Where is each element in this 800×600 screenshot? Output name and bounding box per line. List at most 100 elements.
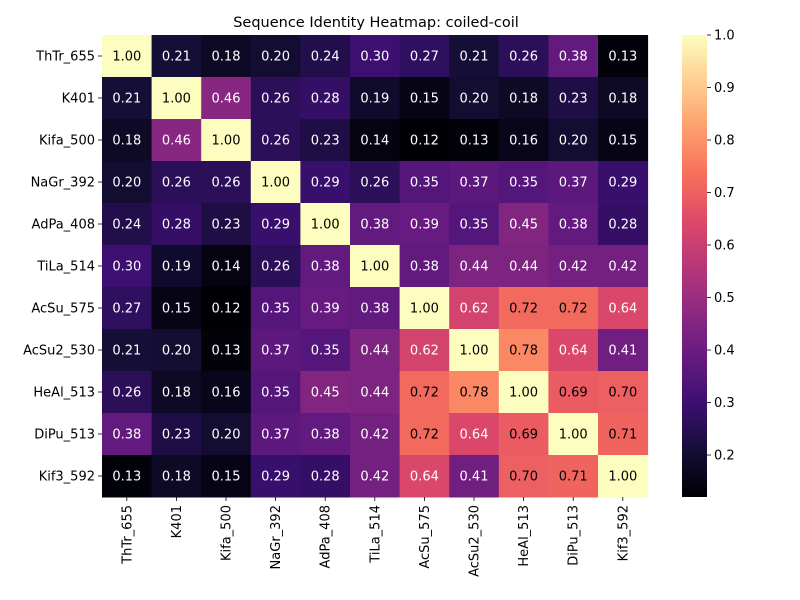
heatmap-cell	[449, 245, 500, 288]
cell-value-label: 0.38	[311, 428, 340, 443]
cell-value-label: 1.00	[410, 302, 439, 317]
colorbar-tick-label: 0.3	[714, 396, 735, 411]
cell-value-label: 0.70	[608, 386, 637, 401]
heatmap-cell	[449, 161, 500, 204]
cell-value-label: 1.00	[559, 428, 588, 443]
heatmap-cell	[548, 287, 599, 330]
heatmap-cell	[250, 287, 301, 330]
cell-value-label: 0.38	[112, 428, 141, 443]
heatmap-cell	[350, 413, 401, 456]
cell-value-label: 0.38	[410, 260, 439, 275]
heatmap-cell	[449, 329, 500, 372]
cell-value-label: 0.29	[608, 176, 637, 191]
heatmap-cell	[102, 35, 153, 78]
cell-value-label: 0.18	[162, 470, 191, 485]
cell-value-label: 0.15	[410, 92, 439, 107]
heatmap-cell	[498, 161, 549, 204]
heatmap-cell	[399, 371, 450, 414]
heatmap-cell	[399, 119, 450, 162]
x-axis: ThTr_655 K401 Kifa_500 NaGr_392 AdPa_408 TiLa…	[120, 497, 631, 577]
cell-value-label: 0.42	[360, 470, 389, 485]
cell-value-label: 0.35	[410, 176, 439, 191]
y-tick-label: DiPu_513	[34, 428, 95, 443]
heatmap-cell	[151, 35, 202, 78]
cell-value-label: 0.28	[162, 218, 191, 233]
heatmap-cell	[598, 287, 649, 330]
cell-value-label: 0.20	[112, 176, 141, 191]
colorbar-tick-label: 0.4	[714, 344, 735, 359]
heatmap-cell	[449, 203, 500, 246]
cell-value-label: 0.29	[261, 470, 290, 485]
cell-value-label: 0.19	[360, 92, 389, 107]
x-tick-label: AdPa_408	[319, 505, 334, 568]
cell-value-label: 0.71	[559, 470, 588, 485]
cell-value-label: 0.42	[559, 260, 588, 275]
heatmap-cell	[300, 119, 351, 162]
heatmap-cell	[498, 35, 549, 78]
heatmap-cell	[250, 455, 301, 498]
cell-value-label: 0.18	[162, 386, 191, 401]
cell-value-label: 0.26	[212, 176, 241, 191]
heatmap-cell	[449, 371, 500, 414]
cell-value-label: 0.21	[460, 50, 489, 65]
x-tick-label: DiPu_513	[567, 505, 582, 566]
heatmap-cell	[399, 329, 450, 372]
heatmap-cell	[300, 329, 351, 372]
heatmap-cell	[300, 203, 351, 246]
cell-value-label: 1.00	[608, 470, 637, 485]
heatmap-cell	[449, 455, 500, 498]
cell-value-label: 0.26	[112, 386, 141, 401]
cell-value-label: 0.18	[212, 50, 241, 65]
heatmap-cell	[449, 35, 500, 78]
heatmap-cell	[548, 455, 599, 498]
cell-value-label: 0.26	[162, 176, 191, 191]
colorbar-ticks: 0.2 0.3 0.4 0.5 0.6 0.7 0.8 0.9 1.0	[707, 29, 735, 464]
colorbar-tick-label: 0.7	[714, 186, 735, 201]
heatmap-cell	[350, 371, 401, 414]
cell-value-label: 0.21	[112, 92, 141, 107]
heatmap-cell	[151, 413, 202, 456]
cell-value-label: 0.15	[608, 134, 637, 149]
cell-value-label: 0.37	[261, 344, 290, 359]
heatmap-cell	[102, 329, 153, 372]
cell-value-label: 0.39	[311, 302, 340, 317]
heatmap-cell	[350, 245, 401, 288]
y-tick-label: HeAl_513	[33, 386, 95, 401]
heatmap-cell	[449, 119, 500, 162]
heatmap-cell	[201, 329, 252, 372]
cell-value-label: 0.41	[460, 470, 489, 485]
cell-value-label: 0.13	[460, 134, 489, 149]
cell-value-label: 0.37	[261, 428, 290, 443]
cell-value-label: 0.62	[460, 302, 489, 317]
heatmap-cell	[201, 455, 252, 498]
heatmap-cell	[250, 413, 301, 456]
heatmap-cell	[350, 161, 401, 204]
cell-value-label: 0.64	[460, 428, 489, 443]
y-tick-label: AcSu_575	[31, 302, 95, 317]
heatmap-cell	[598, 329, 649, 372]
cell-value-label: 0.42	[608, 260, 637, 275]
cell-value-label: 0.38	[360, 302, 389, 317]
cell-value-label: 0.26	[261, 92, 290, 107]
cell-value-label: 0.28	[311, 92, 340, 107]
heatmap-cell	[498, 287, 549, 330]
cell-value-label: 0.18	[112, 134, 141, 149]
cell-value-label: 1.00	[311, 218, 340, 233]
heatmap-cell	[399, 455, 450, 498]
cell-value-label: 0.14	[212, 260, 241, 275]
cell-value-label: 0.15	[212, 470, 241, 485]
heatmap-cell	[399, 35, 450, 78]
colorbar-tick-label: 0.6	[714, 239, 735, 254]
colorbar-tick-label: 0.8	[714, 134, 735, 149]
heatmap-cell	[102, 203, 153, 246]
cell-value-label: 0.35	[311, 344, 340, 359]
heatmap-cell	[449, 287, 500, 330]
cell-value-label: 0.28	[311, 470, 340, 485]
cell-value-label: 0.45	[311, 386, 340, 401]
x-tick-label: TiLa_514	[368, 505, 383, 564]
heatmap-cell	[151, 371, 202, 414]
x-tick-label: NaGr_392	[269, 505, 284, 569]
heatmap-cell	[399, 245, 450, 288]
heatmap-cell	[300, 245, 351, 288]
heatmap-cell	[151, 203, 202, 246]
